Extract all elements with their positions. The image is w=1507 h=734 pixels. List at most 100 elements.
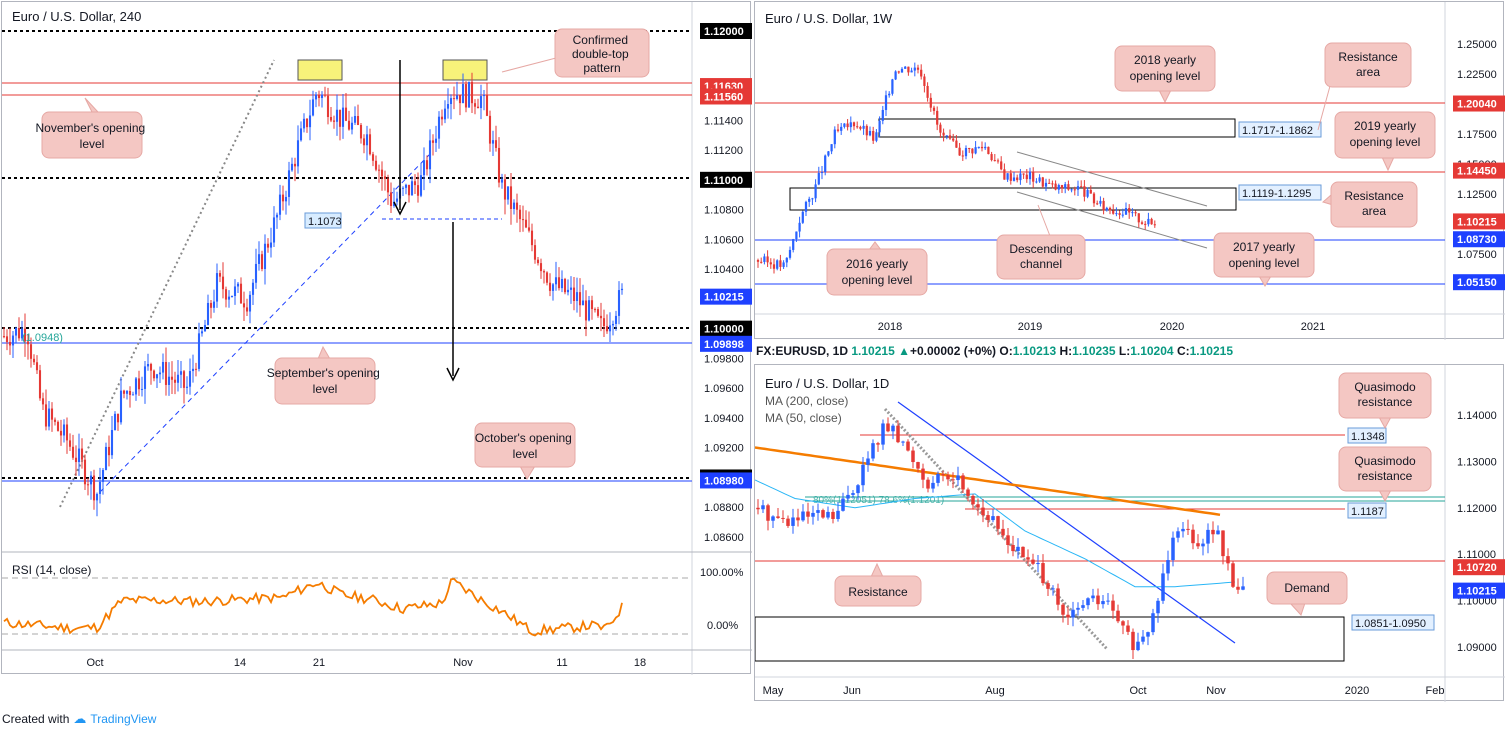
candle-body bbox=[23, 328, 27, 342]
candle-body bbox=[296, 140, 300, 167]
candle-body bbox=[590, 300, 594, 310]
callout-demand-text: Demand bbox=[1284, 581, 1329, 595]
label-1073: 1.1073 bbox=[308, 216, 342, 228]
candle-body bbox=[1086, 598, 1090, 606]
candle-body bbox=[1106, 600, 1110, 602]
close-label: C: bbox=[1176, 344, 1190, 358]
candle-body bbox=[1061, 604, 1065, 615]
candle-body bbox=[886, 423, 890, 432]
label-1348: 1.1348 bbox=[1351, 431, 1385, 443]
candle-body bbox=[798, 222, 801, 232]
candle-body bbox=[323, 94, 327, 96]
candle-body bbox=[620, 288, 624, 291]
chart-4h-svg[interactable]: Euro / U.S. Dollar, 240 1.1073 (1.0948) bbox=[2, 2, 756, 675]
callout-september: September's opening level bbox=[267, 345, 380, 405]
callout-november-text: November's opening level bbox=[35, 121, 148, 151]
price-tick: 1.25000 bbox=[1457, 39, 1497, 51]
demand-zone bbox=[754, 616, 1345, 662]
candle-body bbox=[851, 493, 855, 495]
chart-panel-1d[interactable]: Euro / U.S. Dollar, 1D MA (200, close) M… bbox=[754, 364, 1507, 702]
candle-body bbox=[841, 498, 845, 511]
candle-body bbox=[1067, 184, 1070, 190]
candle-body bbox=[1086, 189, 1089, 197]
candle-body bbox=[878, 120, 881, 133]
candle-body bbox=[26, 341, 30, 345]
candle-body bbox=[86, 484, 90, 486]
callout-descending: Descending channel bbox=[996, 204, 1086, 280]
candle-body bbox=[1025, 174, 1028, 180]
candle-body bbox=[840, 126, 843, 131]
candle-body bbox=[1112, 210, 1115, 214]
candle-body bbox=[212, 301, 216, 308]
candle-body bbox=[434, 138, 438, 143]
candle-body bbox=[1201, 543, 1205, 547]
candle-body bbox=[776, 516, 780, 518]
candle-body bbox=[407, 184, 411, 196]
price-tick: 1.17500 bbox=[1457, 129, 1497, 141]
candle-body bbox=[942, 132, 945, 136]
candle-body bbox=[320, 94, 324, 99]
candle-body bbox=[792, 239, 795, 250]
candle-body bbox=[53, 419, 57, 422]
price-axis-1w[interactable]: 1.250001.225001.175001.150001.125001.100… bbox=[1453, 39, 1507, 291]
price-tick: 1.08800 bbox=[704, 502, 744, 514]
candle-body bbox=[891, 425, 895, 432]
candle-body bbox=[1048, 182, 1051, 184]
time-axis-4h[interactable]: Oct 14 21 Nov 11 18 bbox=[86, 657, 646, 669]
candle-body bbox=[578, 292, 582, 306]
price-tag bbox=[1453, 231, 1507, 248]
candle-body bbox=[776, 260, 779, 269]
candle-body bbox=[1016, 546, 1020, 552]
zone-lower-label: 1.1119-1.1295 bbox=[1242, 188, 1311, 200]
price-tick: 1.13000 bbox=[1457, 456, 1497, 468]
candle-body bbox=[356, 116, 360, 125]
candle-body bbox=[991, 516, 995, 521]
candle-body bbox=[41, 398, 45, 405]
candle-body bbox=[554, 277, 558, 285]
candle-body bbox=[20, 328, 24, 339]
price-tick: 1.09000 bbox=[1457, 642, 1497, 654]
dotted-trend bbox=[883, 407, 1109, 651]
candle-body bbox=[961, 475, 965, 490]
callout-2016: 2016 yearly opening level bbox=[826, 241, 928, 296]
price-axis-1d[interactable]: 1.140001.130001.120001.110001.100001.090… bbox=[1453, 410, 1507, 654]
chart-1w-svg[interactable]: Euro / U.S. Dollar, 1W 1.1717-1.1862 1.1… bbox=[755, 2, 1507, 340]
ma200-line bbox=[754, 446, 1221, 517]
candle-body bbox=[146, 364, 150, 367]
candle-body bbox=[1161, 573, 1165, 601]
candle-body bbox=[152, 370, 156, 379]
candle-body bbox=[836, 129, 840, 131]
time-axis-1w[interactable]: 2018 2019 2020 2021 bbox=[878, 321, 1325, 333]
channel-upper bbox=[1016, 151, 1208, 207]
chart-panel-1w[interactable]: Euro / U.S. Dollar, 1W 1.1717-1.1862 1.1… bbox=[754, 1, 1507, 340]
price-tick: 1.12500 bbox=[1457, 189, 1497, 201]
chart-panel-4h[interactable]: Euro / U.S. Dollar, 240 1.1073 (1.0948) bbox=[1, 1, 756, 675]
candle-body bbox=[305, 118, 309, 128]
candle-body bbox=[557, 277, 561, 289]
candle-body bbox=[862, 125, 865, 129]
candle-body bbox=[242, 303, 246, 308]
candle-body bbox=[929, 97, 932, 108]
candle-body bbox=[521, 219, 525, 221]
candle-body bbox=[1121, 214, 1124, 216]
candle-body bbox=[1066, 614, 1070, 618]
candle-body bbox=[38, 370, 42, 399]
candle-body bbox=[804, 201, 808, 212]
chart-1d-svg[interactable]: Euro / U.S. Dollar, 1D MA (200, close) M… bbox=[754, 365, 1507, 702]
candle-body bbox=[932, 107, 936, 111]
candle-body bbox=[956, 475, 960, 481]
candle-body bbox=[881, 109, 884, 121]
footer-brand[interactable]: TradingView bbox=[90, 712, 157, 726]
candle-body bbox=[179, 371, 183, 375]
callout-confirmed: Confirmed double-top pattern bbox=[501, 28, 650, 78]
candle-body bbox=[769, 262, 772, 265]
label-1348-box bbox=[1347, 427, 1387, 444]
candle-body bbox=[900, 68, 904, 73]
candle-body bbox=[482, 94, 486, 97]
candle-body bbox=[884, 95, 888, 110]
candle-body bbox=[362, 138, 366, 146]
time-axis-1d[interactable]: May Jun Aug Oct Nov 2020 Feb bbox=[763, 685, 1445, 697]
candle-body bbox=[993, 160, 996, 162]
candle-body bbox=[1028, 171, 1032, 180]
price-axis-4h[interactable]: 1.12000 1.11400 1.11200 1.11000 1.10800 1.106… bbox=[700, 23, 756, 544]
